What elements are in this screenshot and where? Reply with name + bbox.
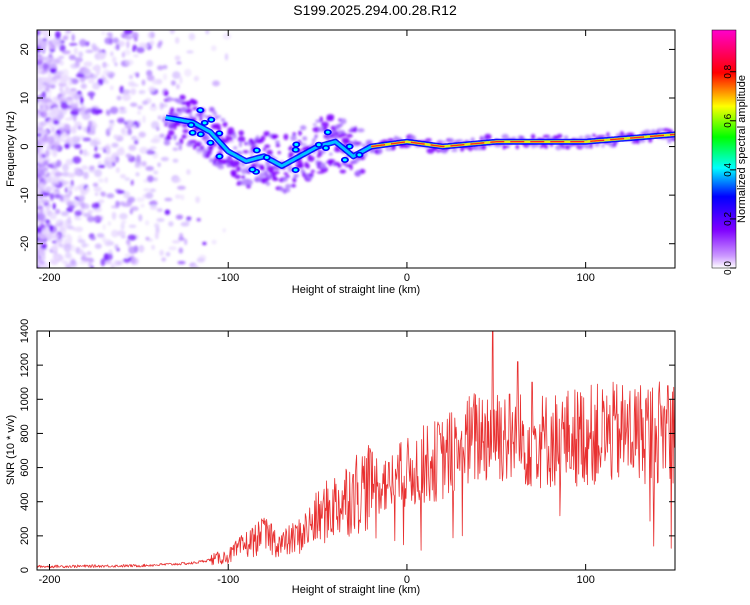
snr-x-ticks: -200 -100 0 100 bbox=[38, 331, 595, 586]
spectrogram-x-tick-label: 0 bbox=[404, 272, 410, 284]
spectrogram-frame bbox=[36, 29, 676, 269]
ridge-core-red bbox=[371, 133, 675, 148]
spectrogram-x-tick-label: 100 bbox=[576, 272, 594, 284]
spectrogram-y-tick-label: 10 bbox=[19, 92, 31, 104]
ridge-blob-core bbox=[347, 145, 352, 148]
snr-y-tick-label: 200 bbox=[19, 527, 31, 545]
colorbar-label: Normalized spectral amplitude bbox=[736, 75, 748, 223]
snr-frame bbox=[36, 330, 676, 571]
spectrogram-x-ticks: -200 -100 0 100 bbox=[38, 30, 595, 284]
snr-y-tick-label: 0 bbox=[19, 567, 31, 573]
figure-title: S199.2025.294.00.28.R12 bbox=[293, 2, 457, 18]
ridge-blob-core bbox=[208, 141, 213, 145]
ridge-blob-core bbox=[316, 143, 321, 147]
ridge-blob-core bbox=[209, 118, 214, 122]
spectrogram-x-label: Height of straight line (km) bbox=[292, 284, 420, 296]
snr-y-label: SNR (10 * v/v) bbox=[5, 415, 17, 485]
ridge-blob-core bbox=[357, 153, 362, 157]
snr-y-tick-label: 1400 bbox=[19, 319, 31, 343]
ridge-blob-core bbox=[264, 156, 269, 159]
ridge-blob-core bbox=[254, 148, 259, 152]
spectrogram-y-tick-label: -10 bbox=[19, 187, 31, 203]
spectrogram-x-tick-label: -100 bbox=[217, 272, 239, 284]
ridge-blob-core bbox=[294, 143, 299, 146]
ridge-blob-core bbox=[293, 168, 298, 172]
ridge-blob-core bbox=[250, 168, 255, 172]
spectrogram-y-label: Frequency (Hz) bbox=[5, 111, 17, 187]
snr-y-tick-label: 800 bbox=[19, 424, 31, 442]
snr-series-line bbox=[37, 331, 675, 569]
colorbar-tick-label: 0.6 bbox=[723, 113, 734, 127]
colorbar-gradient bbox=[711, 29, 737, 269]
ridge-blob-core bbox=[190, 131, 195, 135]
colorbar-tick-label: 0.4 bbox=[723, 162, 734, 176]
ridge-blob-core bbox=[293, 148, 298, 152]
snr-y-tick-label: 400 bbox=[19, 493, 31, 511]
snr-x-tick-label: 100 bbox=[576, 574, 594, 586]
ridge-blob-core bbox=[325, 130, 330, 134]
snr-plot-area bbox=[37, 331, 675, 569]
snr-y-ticks: 0 200 400 600 800 1000 1200 1400 bbox=[19, 319, 675, 573]
spectrogram-y-tick-label: 0 bbox=[19, 144, 31, 150]
ridge-blob-core bbox=[189, 123, 194, 127]
snr-y-tick-label: 1200 bbox=[19, 353, 31, 377]
ridge-blob-core bbox=[342, 158, 347, 162]
ridge-blob-core bbox=[202, 121, 207, 125]
spectrogram-noise bbox=[37, 30, 235, 268]
spectrogram-y-tick-label: -20 bbox=[19, 236, 31, 252]
ridge-blob-core bbox=[217, 131, 222, 135]
ridge-blob-core bbox=[217, 154, 222, 158]
snr-panel: -200 -100 0 100 0 200 400 600 800 1000 1200 1400 H… bbox=[5, 319, 676, 596]
colorbar-tick-label: 0.2 bbox=[723, 212, 734, 226]
snr-y-tick-label: 1000 bbox=[19, 387, 31, 411]
ridge-blob-core bbox=[198, 108, 203, 112]
spectrogram-y-tick-label: 20 bbox=[19, 43, 31, 55]
snr-x-tick-label: -200 bbox=[38, 574, 60, 586]
spectrogram-ridge bbox=[161, 90, 675, 194]
snr-x-tick-label: 0 bbox=[404, 574, 410, 586]
ridge-blob-core bbox=[323, 146, 328, 150]
snr-x-label: Height of straight line (km) bbox=[292, 584, 420, 596]
colorbar-tick-label: 0.8 bbox=[723, 64, 734, 78]
snr-x-tick-label: -100 bbox=[217, 574, 239, 586]
colorbar: 0.0 0.2 0.4 0.6 0.8 Normalized spectral ampl… bbox=[711, 29, 748, 275]
spectrogram-x-tick-label: -200 bbox=[38, 272, 60, 284]
colorbar-tick-label: 0.0 bbox=[723, 261, 734, 275]
spectrogram-y-ticks: -20 -10 0 10 20 bbox=[19, 43, 675, 252]
colorbar-ticks: 0.0 0.2 0.4 0.6 0.8 bbox=[723, 64, 736, 275]
snr-y-tick-label: 600 bbox=[19, 458, 31, 476]
ridge-blob-core bbox=[198, 132, 203, 136]
spectrogram-image bbox=[37, 30, 675, 268]
